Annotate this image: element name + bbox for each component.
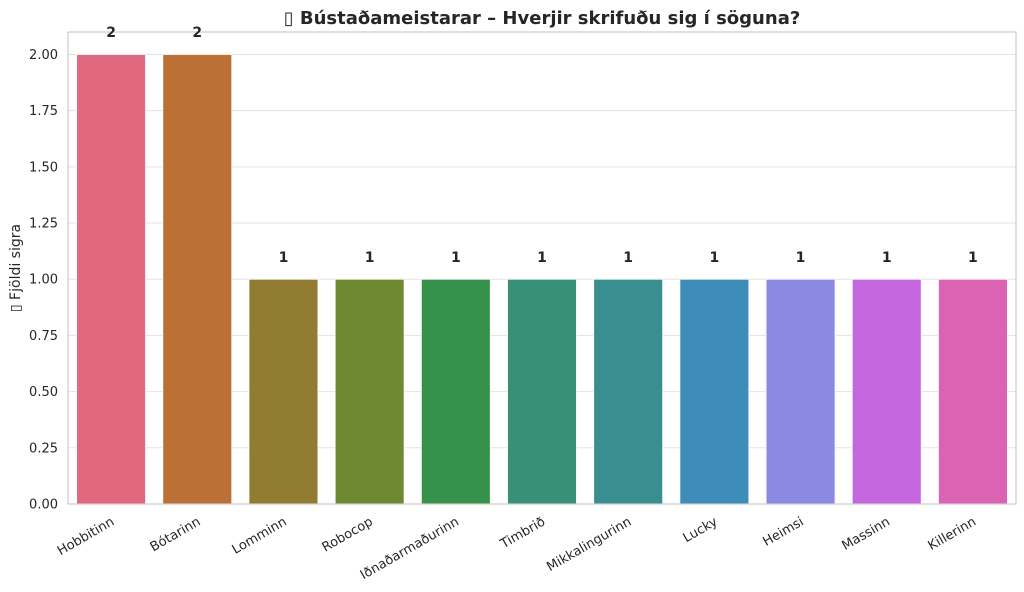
bar bbox=[593, 278, 664, 505]
y-axis-title: ▯ Fjöldi sigra bbox=[8, 224, 24, 312]
chart-title: ▯ Bústaðameistarar – Hverjir skrifuðu si… bbox=[284, 8, 801, 29]
data-label: 1 bbox=[709, 250, 719, 266]
data-label: 1 bbox=[882, 250, 892, 266]
x-tick-label: Killerinn bbox=[926, 514, 979, 553]
bar bbox=[162, 54, 233, 505]
x-tick-label: Lomminn bbox=[230, 514, 290, 557]
bar-layer bbox=[76, 54, 1008, 505]
bar bbox=[248, 278, 319, 505]
x-tick-label: Lucky bbox=[681, 514, 721, 546]
bar bbox=[76, 54, 146, 505]
y-tick-label: 0.25 bbox=[29, 441, 58, 456]
data-label: 1 bbox=[796, 250, 806, 266]
data-label: 1 bbox=[365, 250, 375, 266]
x-tick-label: Mikkalingurinn bbox=[544, 514, 634, 574]
y-tick-label: 1.00 bbox=[29, 273, 58, 288]
x-tick-labels: Hobbitinn Bótarinn Lomminn RobocopIðnaðarma… bbox=[55, 514, 979, 583]
x-tick-label: Bótarinn bbox=[148, 514, 203, 555]
bar bbox=[420, 278, 491, 505]
data-label: 2 bbox=[192, 25, 202, 41]
x-tick-label: Heimsi bbox=[761, 514, 807, 549]
x-tick-label: Massinn bbox=[839, 514, 892, 553]
bar bbox=[851, 278, 922, 505]
bar bbox=[334, 278, 405, 505]
x-tick-label: Hobbitinn bbox=[55, 514, 117, 559]
x-tick-label: Robocop bbox=[320, 514, 376, 555]
y-tick-label: 1.75 bbox=[29, 104, 58, 119]
y-tick-label: 1.50 bbox=[29, 160, 58, 175]
data-label: 1 bbox=[451, 250, 461, 266]
data-labels: 2 2 1 1 1 1 1 1 1 1 1 bbox=[106, 25, 978, 266]
bar bbox=[679, 278, 750, 505]
y-tick-labels: 0.00 0.25 0.50 0.75 1.00 1.25 1.50 1.75 2.00 bbox=[29, 48, 58, 513]
data-label: 1 bbox=[537, 250, 547, 266]
data-label: 1 bbox=[623, 250, 633, 266]
y-tick-label: 1.25 bbox=[29, 217, 58, 232]
bar bbox=[765, 278, 836, 505]
bar bbox=[938, 278, 1008, 505]
data-label: 2 bbox=[106, 25, 116, 41]
y-tick-label: 0.75 bbox=[29, 329, 58, 344]
x-tick-label: Timbrið bbox=[497, 514, 548, 552]
data-label: 1 bbox=[968, 250, 978, 266]
plot-frame bbox=[67, 31, 1017, 505]
y-tick-label: 0.00 bbox=[29, 498, 58, 513]
data-label: 1 bbox=[279, 250, 289, 266]
y-tick-label: 0.50 bbox=[29, 385, 58, 400]
y-tick-label: 2.00 bbox=[29, 48, 58, 63]
bar bbox=[507, 278, 577, 505]
